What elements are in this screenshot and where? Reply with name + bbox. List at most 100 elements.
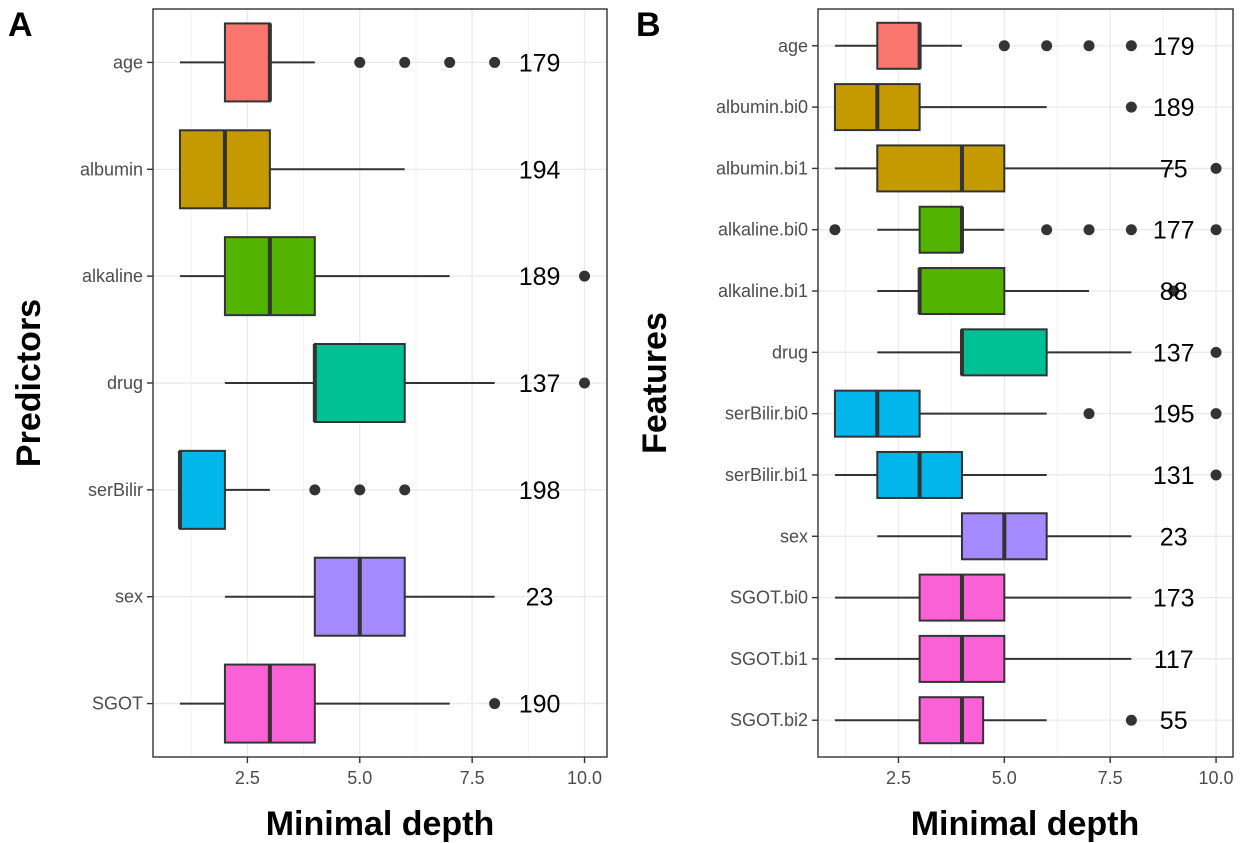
box-sgot-bi2: 55 <box>834 696 1188 745</box>
count-label: 137 <box>1153 339 1195 367</box>
box-sex: 23 <box>877 512 1188 561</box>
y-tick-label: serBilir <box>88 480 143 500</box>
plot-border <box>817 8 1234 758</box>
outlier-point <box>354 484 366 496</box>
outlier-point <box>579 270 591 282</box>
box-drug: 137 <box>224 343 591 423</box>
count-label: 131 <box>1153 462 1195 490</box>
panel-b: 179 189 75 177 88 137 195 131 23 173 117 55 age album… <box>636 6 1234 843</box>
outlier-point <box>1125 101 1137 113</box>
outlier-point <box>489 56 501 68</box>
box-iqr <box>313 343 406 423</box>
box-serbilir-bi1: 131 <box>834 450 1222 499</box>
box-albumin: 194 <box>178 129 561 210</box>
box-iqr <box>918 696 985 745</box>
x-tick-label: 5.0 <box>347 768 372 788</box>
y-tick-label: alkaline.bi0 <box>718 220 808 240</box>
y-tick-label: sex <box>115 587 143 607</box>
y-tick-label: serBilir.bi0 <box>725 404 808 424</box>
box-sgot: 190 <box>179 663 561 744</box>
outlier-point <box>1083 408 1095 420</box>
y-tick-label: drug <box>772 342 808 362</box>
outlier-point <box>829 224 841 236</box>
count-label: 190 <box>519 691 561 719</box>
outlier-point <box>1168 285 1180 297</box>
plot-background <box>818 9 1233 757</box>
box-age: 179 <box>834 21 1195 70</box>
outlier-point <box>399 56 411 68</box>
outlier-point <box>1125 40 1137 52</box>
count-label: 75 <box>1160 155 1188 183</box>
y-tick-label: SGOT <box>92 694 143 714</box>
box-iqr <box>918 267 1006 316</box>
box-age: 179 <box>179 22 561 103</box>
outlier-point <box>309 484 321 496</box>
y-tick-label: SGOT.bi0 <box>730 588 808 608</box>
y-tick-label: age <box>778 36 808 56</box>
count-label: 198 <box>519 477 561 505</box>
outlier-point <box>1210 346 1222 358</box>
x-tick-label: 2.5 <box>235 768 260 788</box>
count-label: 195 <box>1153 401 1195 429</box>
panel-label: B <box>636 6 661 44</box>
count-label: 137 <box>519 370 561 398</box>
count-label: 117 <box>1154 646 1194 674</box>
y-tick-label: serBilir.bi1 <box>725 465 808 485</box>
x-tick-label: 10.0 <box>1199 768 1234 788</box>
outlier-point <box>1125 714 1137 726</box>
outlier-point <box>399 484 411 496</box>
y-tick-label: alkaline.bi1 <box>718 281 808 301</box>
outlier-point <box>1210 469 1222 481</box>
box-albumin-bi0: 189 <box>833 83 1195 132</box>
outlier-point <box>489 698 501 710</box>
x-axis-title: Minimal depth <box>911 805 1140 843</box>
x-tick-label: 10.0 <box>567 768 602 788</box>
box-sgot-bi0: 173 <box>834 573 1195 622</box>
y-axis-title: Predictors <box>10 299 48 467</box>
box-iqr <box>223 22 271 103</box>
box-sgot-bi1: 117 <box>834 634 1194 683</box>
panel-a: 179 194 189 137 198 23 190 age albumin alkaline dr… <box>8 6 608 843</box>
y-tick-label: albumin.bi1 <box>716 158 808 178</box>
panel-label: A <box>8 6 33 44</box>
count-label: 55 <box>1160 707 1188 735</box>
count-label: 177 <box>1153 217 1195 245</box>
y-tick-label: sex <box>780 526 808 546</box>
outlier-point <box>1125 224 1137 236</box>
count-label: 179 <box>519 49 561 77</box>
y-tick-label: albumin.bi0 <box>716 97 808 117</box>
box-alkaline-bi1: 88 <box>877 267 1188 316</box>
box-sex: 23 <box>224 556 554 637</box>
outlier-point <box>444 56 456 68</box>
box-iqr <box>876 21 921 70</box>
x-tick-label: 7.5 <box>460 768 485 788</box>
outlier-point <box>1083 224 1095 236</box>
outlier-point <box>1083 40 1095 52</box>
x-tick-label: 2.5 <box>886 768 911 788</box>
box-drug: 137 <box>877 328 1222 377</box>
count-label: 173 <box>1153 585 1195 613</box>
outlier-point <box>1210 224 1222 236</box>
box-iqr <box>178 449 226 530</box>
box-alkaline-bi0: 177 <box>829 205 1222 254</box>
y-tick-label: albumin <box>80 159 143 179</box>
count-label: 179 <box>1153 33 1195 61</box>
outlier-point <box>1041 224 1053 236</box>
box-serbilir-bi0: 195 <box>833 389 1222 438</box>
x-tick-label: 7.5 <box>1098 768 1123 788</box>
x-axis-title: Minimal depth <box>266 805 495 843</box>
outlier-point <box>1210 408 1222 420</box>
y-tick-label: drug <box>107 373 143 393</box>
box-alkaline: 189 <box>179 236 591 317</box>
outlier-point <box>354 56 366 68</box>
y-axis-title: Features <box>636 312 674 454</box>
count-label: 189 <box>519 263 561 291</box>
count-label: 189 <box>1153 94 1195 122</box>
count-label: 23 <box>526 584 554 612</box>
box-serbilir: 198 <box>177 449 561 530</box>
y-tick-label: age <box>113 52 143 72</box>
y-tick-label: SGOT.bi1 <box>730 649 808 669</box>
count-label: 194 <box>519 156 561 184</box>
box-iqr <box>876 144 1006 193</box>
